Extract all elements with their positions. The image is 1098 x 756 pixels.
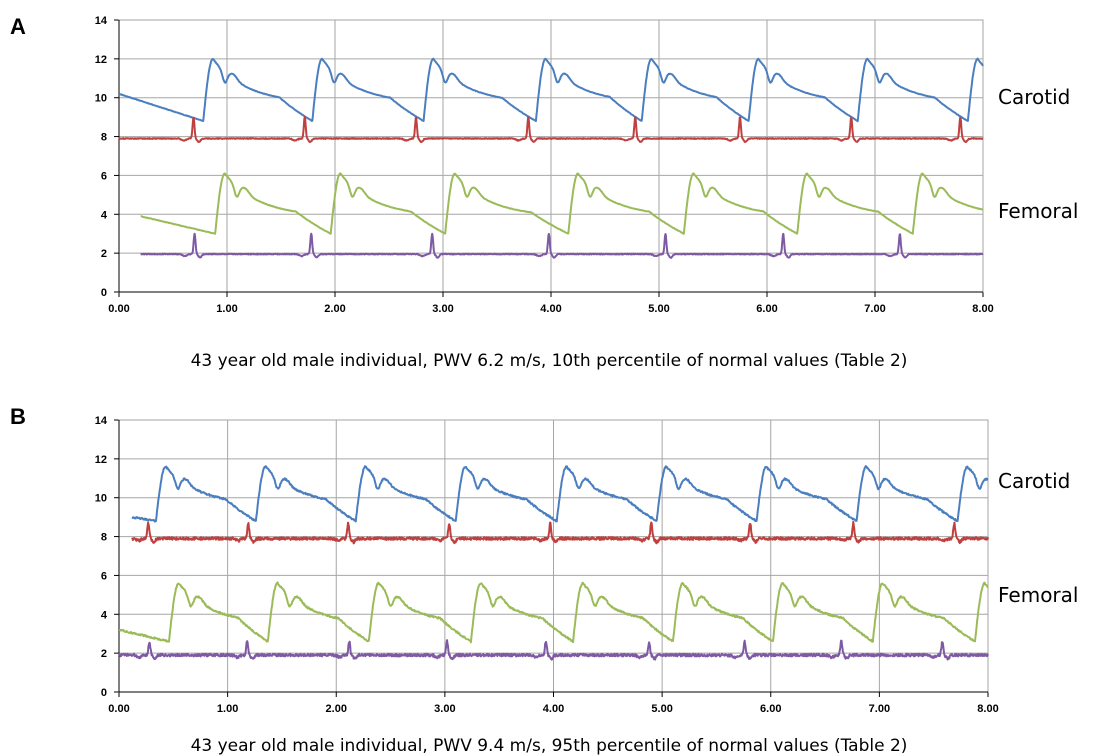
x-tick-label: 3.00: [434, 703, 455, 715]
y-tick-label: 6: [101, 170, 107, 182]
y-tick-label: 0: [101, 287, 107, 299]
x-tick-label: 2.00: [326, 703, 347, 715]
x-tick-label: 7.00: [869, 703, 890, 715]
y-tick-label: 2: [101, 648, 107, 660]
x-tick-label: 2.00: [324, 303, 345, 315]
panel-b-caption: 43 year old male individual, PWV 9.4 m/s…: [190, 736, 908, 756]
x-tick-label: 5.00: [648, 303, 669, 315]
x-tick-label: 0.00: [108, 703, 129, 715]
carotid-pressure-line: [131, 465, 989, 523]
carotid-ecg-line: [131, 520, 989, 545]
panel-a-letter: A: [10, 14, 26, 39]
x-tick-label: 5.00: [651, 703, 672, 715]
x-tick-label: 6.00: [760, 703, 781, 715]
femoral-ecg-line: [118, 639, 989, 661]
x-tick-label: 3.00: [432, 303, 453, 315]
panel-a-femoral-label: Femoral: [998, 199, 1079, 223]
y-tick-label: 0: [101, 687, 107, 699]
y-tick-label: 2: [101, 248, 107, 260]
panel-a-caption: 43 year old male individual, PWV 6.2 m/s…: [190, 351, 908, 371]
y-tick-label: 10: [95, 93, 107, 105]
y-tick-label: 12: [95, 454, 107, 466]
femoral-pressure-line: [118, 581, 989, 644]
y-tick-label: 14: [95, 15, 108, 27]
carotid-pressure-line: [118, 57, 984, 123]
y-tick-label: 6: [101, 570, 107, 582]
panel-a-carotid-label: Carotid: [998, 85, 1071, 109]
x-tick-label: 7.00: [864, 303, 885, 315]
carotid-ecg-line: [118, 115, 984, 144]
x-tick-label: 4.00: [540, 303, 561, 315]
panel-b-carotid-label: Carotid: [998, 469, 1071, 493]
panel-b-letter: B: [10, 404, 26, 429]
y-tick-label: 8: [101, 532, 107, 544]
y-tick-label: 12: [95, 54, 107, 66]
y-tick-label: 10: [95, 493, 107, 505]
chart-panel-b: 0.00 1.00 2.00 3.00 4.00 5.00 6.00 7.00 8.00 0 2 4 6…: [95, 415, 999, 715]
femoral-pressure-line: [140, 172, 984, 235]
x-tick-label: 8.00: [977, 703, 998, 715]
x-tick-label: 8.00: [972, 303, 993, 315]
femoral-ecg-line: [140, 232, 984, 259]
y-tick-label: 14: [95, 415, 108, 427]
x-tick-label: 0.00: [108, 303, 129, 315]
x-tick-label: 1.00: [217, 703, 238, 715]
y-tick-label: 4: [101, 609, 108, 621]
panel-b-femoral-label: Femoral: [998, 583, 1079, 607]
chart-panel-a: 0.00 1.00 2.00 3.00 4.00 5.00 6.00 7.00 8.00 0 2 4 6…: [95, 15, 994, 315]
x-tick-label: 1.00: [216, 303, 237, 315]
x-tick-label: 6.00: [756, 303, 777, 315]
x-tick-label: 4.00: [543, 703, 564, 715]
y-tick-label: 8: [101, 132, 107, 144]
y-tick-label: 4: [101, 209, 108, 221]
